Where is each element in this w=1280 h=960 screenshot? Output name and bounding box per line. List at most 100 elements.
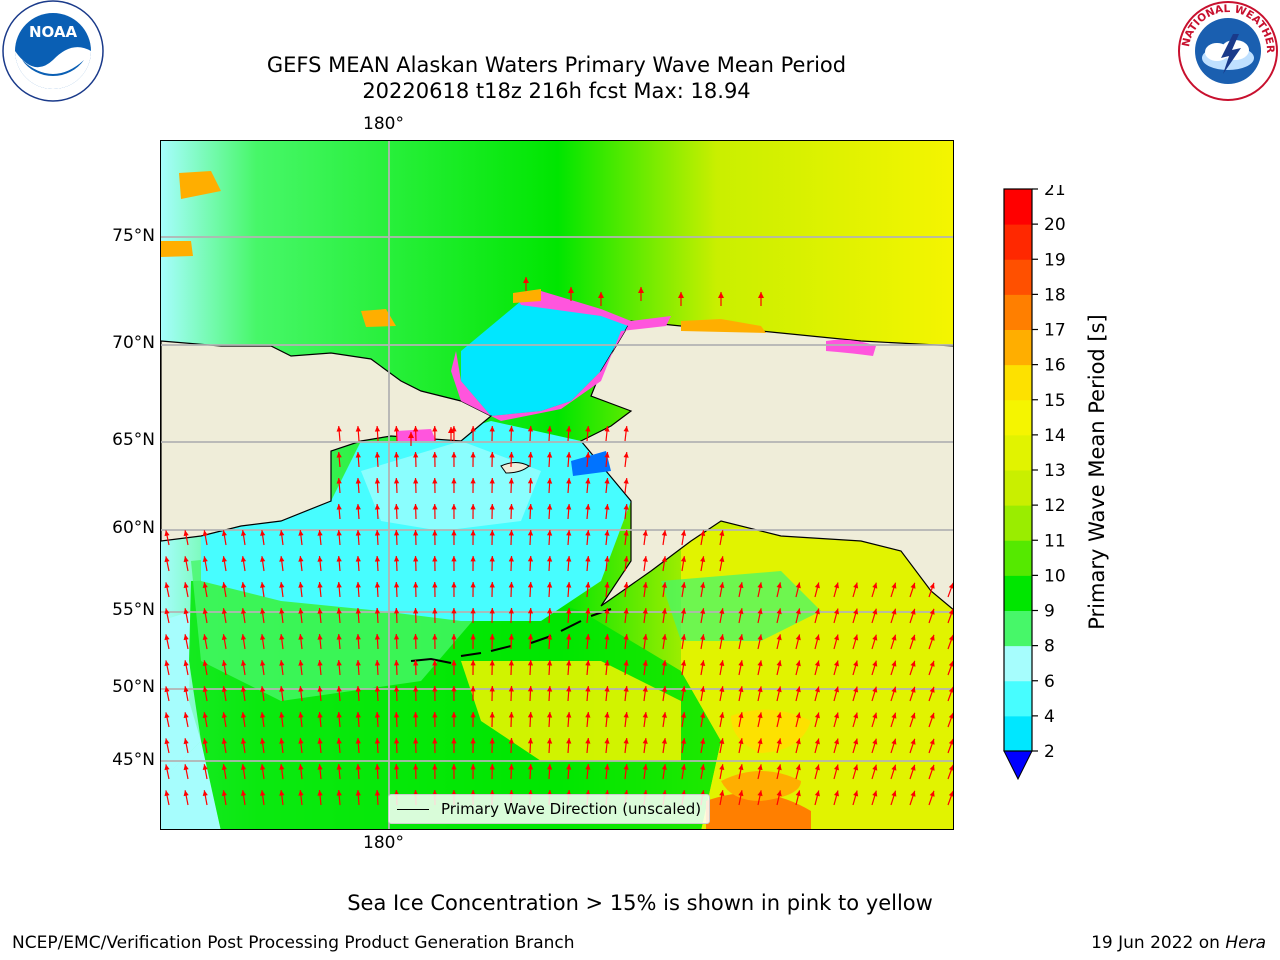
wave-arrow-head: [585, 478, 591, 484]
wave-arrow-head: [260, 556, 266, 562]
wave-arrow-head: [221, 738, 227, 744]
wave-arrow-head: [623, 530, 629, 536]
wave-arrow-head: [834, 582, 840, 589]
wave-arrow-head: [814, 712, 820, 719]
wave-arrow-head: [413, 478, 419, 484]
wave-arrow-head: [527, 504, 534, 510]
colorbar-tick-label: 4: [1044, 707, 1055, 727]
ocean-orange-patch-1: [731, 709, 811, 753]
wave-arrow-head: [527, 738, 534, 744]
wave-arrow-head: [355, 478, 361, 484]
wave-arrow-head: [508, 712, 514, 718]
wave-arrow-head: [834, 790, 840, 797]
wave-arrow-head: [948, 661, 953, 667]
wave-arrow-head: [355, 452, 361, 458]
wave-arrow-head: [738, 608, 744, 615]
sea-ice-east-siberia: [361, 309, 396, 327]
wave-arrow-head: [393, 634, 400, 640]
wave-arrow-head: [661, 634, 667, 640]
wave-arrow-head: [566, 426, 572, 432]
wave-arrow-head: [853, 686, 859, 693]
wave-arrow-head: [508, 582, 514, 588]
colorbar-cell: [1004, 189, 1032, 225]
wave-arrow-head: [336, 712, 342, 718]
wave-arrow-head: [738, 634, 744, 641]
wave-arrow-head: [680, 712, 687, 718]
wave-arrow-head: [910, 660, 916, 667]
wave-arrow-head: [604, 452, 610, 458]
wave-arrow-head: [279, 712, 285, 718]
wave-arrow-head: [929, 634, 935, 641]
wave-arrow-head: [585, 686, 591, 692]
land-st-lawrence-island: [500, 462, 530, 474]
wave-arrow-head: [298, 738, 304, 744]
wave-arrow-head: [260, 738, 266, 744]
wave-arrow-head: [623, 582, 629, 588]
wave-arrow-head: [642, 634, 648, 640]
wave-arrow-head: [758, 292, 764, 298]
wave-arrow-head: [719, 530, 725, 537]
wave-arrow-head: [413, 634, 419, 640]
wave-arrow-head: [757, 764, 763, 771]
wave-arrow-head: [470, 686, 476, 692]
sea-ice-far-nw: [179, 171, 221, 199]
wave-arrow-head: [872, 608, 878, 615]
issue-date: 19 Jun 2022 on Hera: [1091, 933, 1266, 953]
wave-arrow-head: [489, 608, 495, 614]
wave-arrow-head: [508, 556, 514, 562]
wave-arrow-head: [795, 790, 801, 797]
wave-arrow-head: [757, 582, 763, 589]
wave-arrow-head: [221, 790, 227, 796]
wave-arrow-head: [814, 582, 820, 589]
wave-arrow-head: [680, 582, 687, 588]
wave-arrow-head: [566, 582, 572, 588]
wave-arrow-head: [872, 686, 878, 693]
wave-arrow-head: [680, 556, 687, 562]
wave-arrow-head: [680, 764, 687, 770]
wave-arrow-head: [661, 608, 667, 614]
wave-arrow-head: [164, 790, 170, 797]
wave-arrow-head: [776, 738, 782, 745]
wave-arrow-head: [585, 426, 591, 432]
wave-arrow-head: [757, 738, 763, 745]
lat-tick-60: 60°N: [112, 518, 155, 538]
wave-arrow-head: [393, 686, 400, 692]
wave-arrow-head: [661, 556, 667, 562]
wave-arrow-head: [317, 686, 323, 692]
wave-arrow-head: [891, 660, 897, 667]
wave-arrow-head: [814, 634, 820, 641]
wave-arrow-head: [872, 634, 878, 641]
wave-arrow-head: [183, 556, 189, 563]
colorbar-tick-label: 11: [1044, 531, 1066, 551]
wave-arrow-head: [336, 530, 342, 536]
wave-arrow-head: [604, 764, 610, 770]
wave-arrow-head: [776, 790, 782, 797]
colorbar-cell: [1004, 645, 1032, 682]
wave-arrow-head: [508, 504, 514, 510]
wave-arrow-head: [336, 790, 342, 796]
wave-arrow-head: [221, 660, 227, 666]
wave-arrow-head: [719, 686, 725, 693]
wave-arrow-head: [489, 738, 495, 744]
wave-arrow-head: [604, 426, 610, 432]
map-legend: Primary Wave Direction (unscaled): [388, 794, 711, 824]
wave-arrow-head: [451, 504, 457, 510]
wave-arrow-head: [661, 582, 667, 588]
wave-arrow-head: [853, 582, 859, 589]
lat-tick-65: 65°N: [112, 430, 155, 450]
wave-arrow-head: [566, 530, 572, 536]
ocean-yellow-central: [461, 661, 681, 761]
wave-arrow-head: [700, 530, 706, 536]
wave-arrow-head: [240, 608, 247, 614]
wave-arrow-head: [432, 660, 438, 666]
colorbar-tick-label: 8: [1044, 637, 1055, 657]
wave-arrow-head: [279, 530, 285, 536]
wave-arrow-head: [623, 686, 629, 692]
wave-arrow-head: [929, 738, 935, 745]
colorbar-cell: [1004, 610, 1032, 647]
wave-arrow-head: [795, 660, 801, 667]
wave-arrow-head: [872, 790, 878, 797]
wave-arrow-head: [604, 686, 610, 692]
wave-arrow-head: [374, 712, 381, 718]
colorbar-tick-label: 6: [1044, 672, 1055, 692]
